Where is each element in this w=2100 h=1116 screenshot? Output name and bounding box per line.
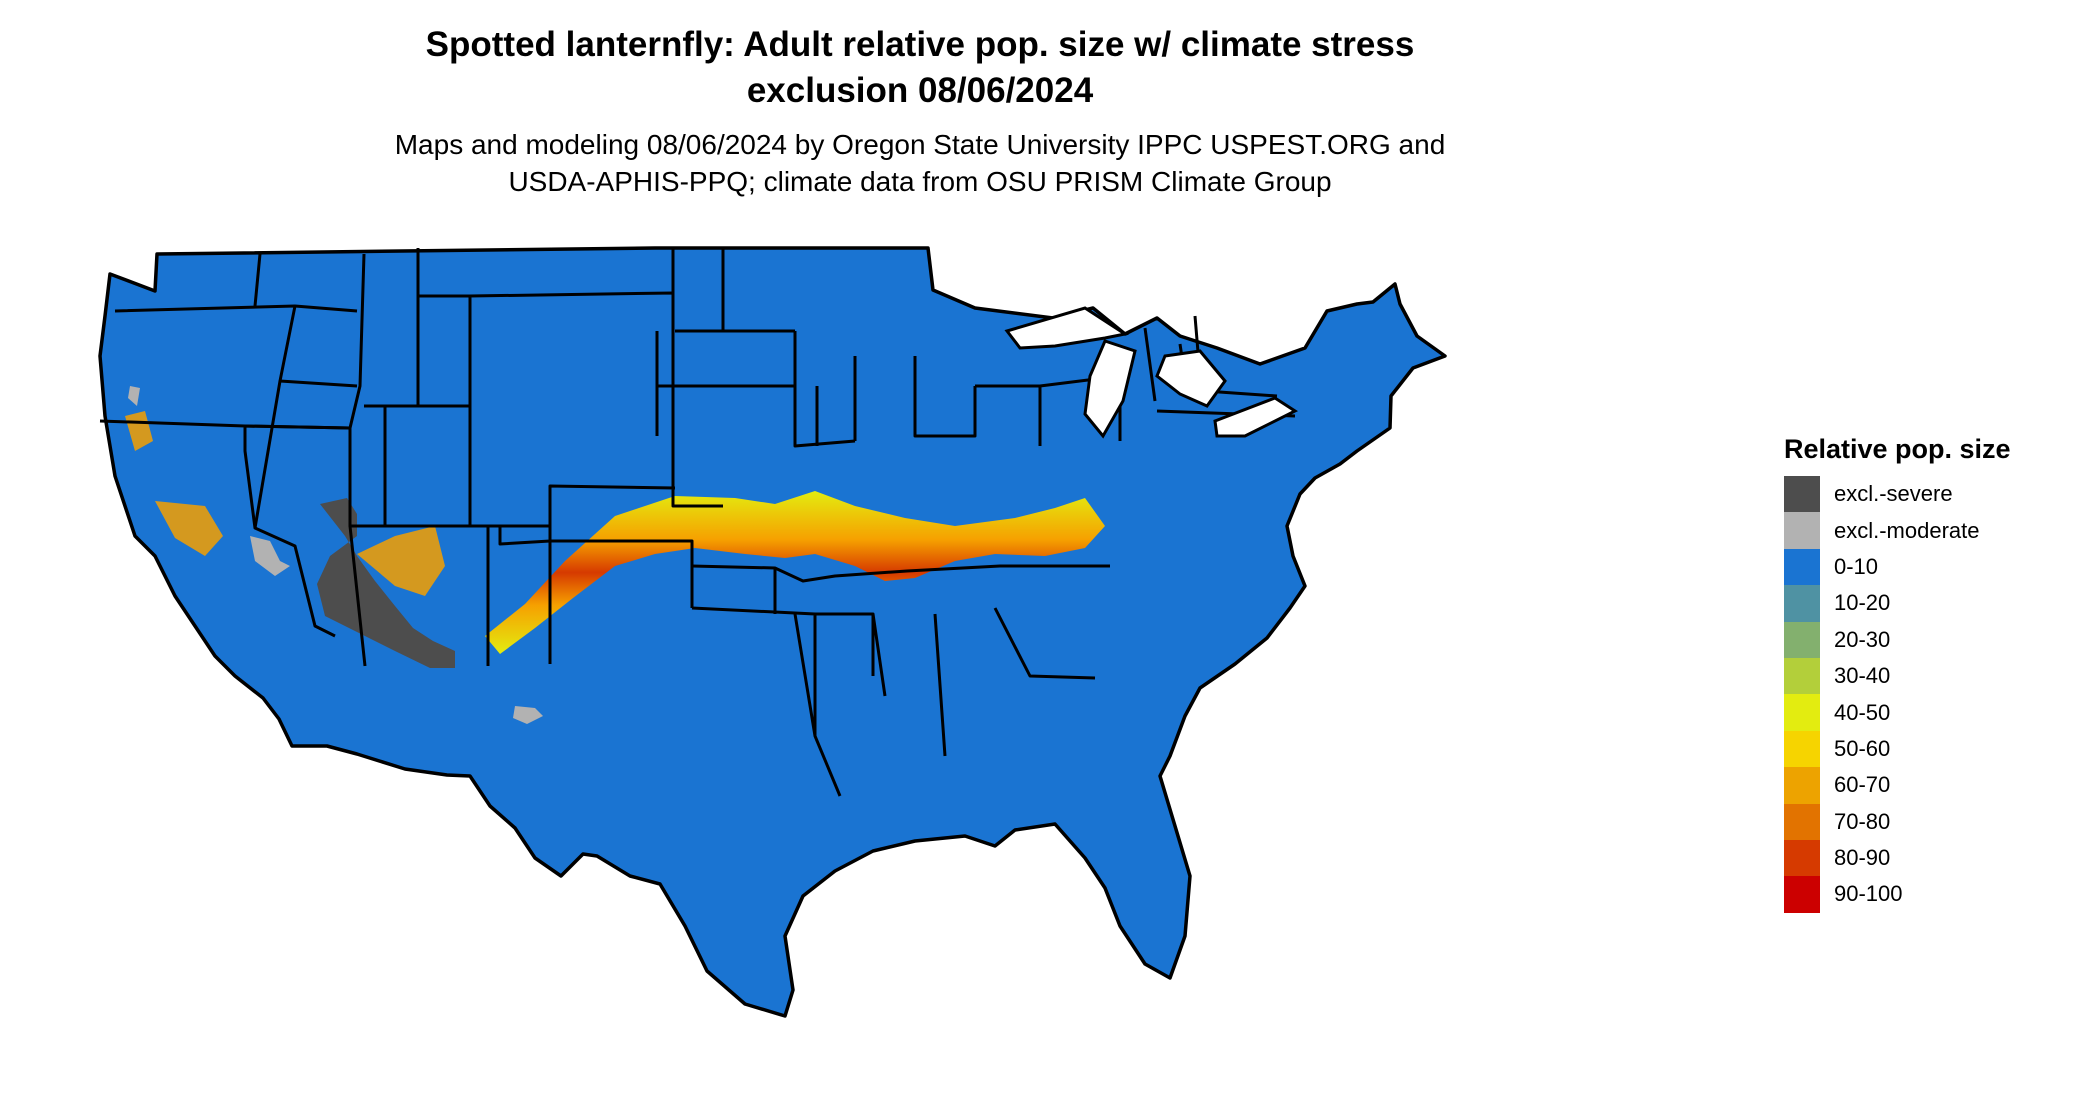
legend: Relative pop. size excl.-severe excl.-mo… — [1784, 432, 2011, 913]
legend-swatch — [1784, 548, 1820, 586]
suitability-west — [125, 411, 445, 596]
legend-swatch — [1784, 876, 1820, 913]
legend-swatch — [1784, 476, 1820, 513]
legend-label: 0-10 — [1834, 553, 1879, 579]
legend-label: 60-70 — [1834, 772, 1891, 798]
legend-item: 40-50 — [1784, 694, 2011, 731]
legend-swatch — [1784, 694, 1820, 731]
legend-label: 30-40 — [1834, 663, 1891, 689]
legend-item: 60-70 — [1784, 767, 2011, 804]
legend-item: 30-40 — [1784, 657, 2011, 695]
legend-swatch — [1784, 803, 1820, 840]
subtitle-line-1: Maps and modeling 08/06/2024 by Oregon S… — [394, 129, 1446, 160]
legend-label: excl.-moderate — [1834, 517, 1980, 543]
us-map — [98, 246, 1447, 1018]
legend-swatch — [1784, 621, 1820, 658]
legend-swatch — [1784, 585, 1820, 622]
state-borders — [99, 248, 1296, 797]
excl-severe-region — [317, 498, 455, 668]
coastline — [98, 246, 1447, 1018]
great-lakes — [1004, 306, 1299, 439]
legend-swatch — [1784, 657, 1820, 695]
legend-swatch — [1784, 767, 1820, 804]
legend-item: 70-80 — [1784, 803, 2011, 840]
legend-label: 20-30 — [1834, 626, 1891, 652]
legend-item: 10-20 — [1784, 585, 2011, 622]
legend-label: 80-90 — [1834, 845, 1891, 871]
title-line-1: Spotted lanternfly: Adult relative pop. … — [425, 25, 1415, 64]
legend-item: 20-30 — [1784, 621, 2011, 658]
legend-label: 40-50 — [1834, 699, 1891, 725]
legend-item: 90-100 — [1784, 876, 2011, 913]
legend-swatch — [1784, 512, 1820, 549]
subtitle-line-2: USDA-APHIS-PPQ; climate data from OSU PR… — [508, 166, 1332, 197]
legend-title: Relative pop. size — [1784, 434, 2011, 464]
legend-label: excl.-severe — [1834, 481, 1953, 507]
legend-item: 0-10 — [1784, 548, 2011, 586]
legend-items: excl.-severe excl.-moderate 0-10 10-20 2… — [1784, 476, 2011, 913]
map-subtitle: Maps and modeling 08/06/2024 by Oregon S… — [0, 126, 1840, 200]
us-land — [100, 248, 1445, 1016]
suitability-band — [485, 491, 1105, 654]
legend-swatch — [1784, 730, 1820, 768]
legend-item: excl.-moderate — [1784, 512, 2011, 549]
legend-item: excl.-severe — [1784, 476, 2011, 513]
legend-item: 50-60 — [1784, 730, 2011, 768]
legend-swatch — [1784, 839, 1820, 877]
legend-label: 90-100 — [1834, 881, 1903, 907]
map-title: Spotted lanternfly: Adult relative pop. … — [0, 22, 1840, 114]
legend-label: 70-80 — [1834, 808, 1891, 834]
legend-item: 80-90 — [1784, 839, 2011, 877]
title-line-2: exclusion 08/06/2024 — [746, 71, 1094, 110]
legend-label: 10-20 — [1834, 590, 1891, 616]
legend-label: 50-60 — [1834, 735, 1891, 761]
